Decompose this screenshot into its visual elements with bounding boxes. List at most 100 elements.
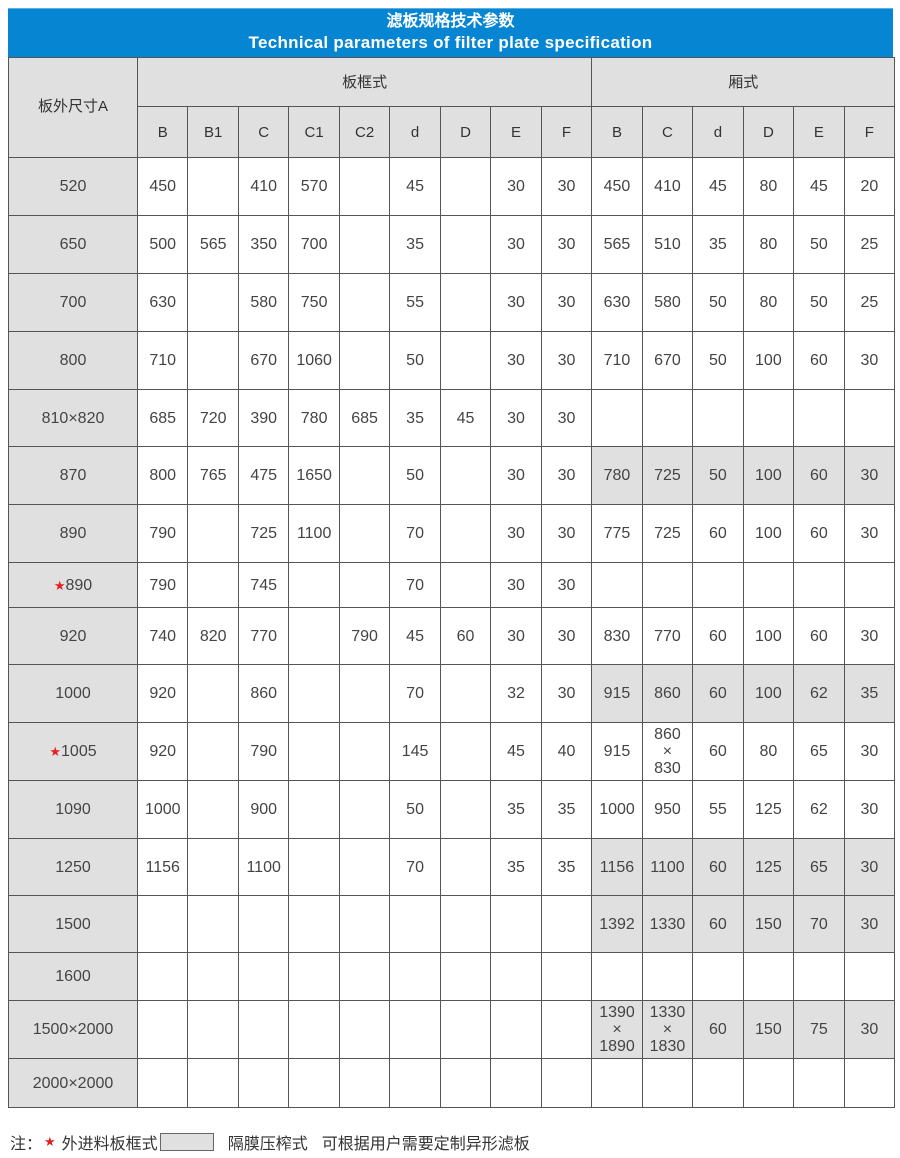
chamber-cell — [793, 562, 845, 608]
gray-swatch — [159, 1133, 214, 1151]
frame-cell — [187, 562, 239, 608]
frame-cell — [439, 1058, 492, 1108]
chamber-cell — [692, 1058, 744, 1108]
header-chamber-col: C — [641, 106, 694, 158]
chamber-cell: 100 — [742, 446, 795, 505]
header-frame-col: F — [540, 106, 593, 158]
frame-cell: 70 — [389, 664, 441, 723]
chamber-cell: 60 — [692, 504, 744, 563]
chamber-cell: 50 — [793, 273, 845, 332]
frame-cell: 30 — [490, 157, 542, 216]
chamber-cell: 80 — [742, 215, 795, 274]
chamber-cell: 35 — [843, 664, 896, 723]
star-icon: ★ — [53, 577, 66, 593]
size-value: 870 — [59, 467, 87, 484]
frame-cell: 45 — [490, 722, 542, 781]
frame-cell: 30 — [490, 331, 542, 390]
frame-cell — [439, 562, 492, 608]
frame-cell — [187, 1000, 239, 1059]
chamber-cell — [692, 389, 744, 447]
star-icon: ★ — [49, 744, 62, 759]
size-cell: ★890 — [8, 562, 138, 608]
frame-cell — [237, 895, 290, 953]
frame-cell — [237, 952, 290, 1001]
frame-cell: 45 — [439, 389, 492, 447]
size-value: 1600 — [55, 968, 91, 985]
frame-cell: 570 — [288, 157, 340, 216]
chamber-cell — [843, 389, 896, 447]
frame-cell: 1156 — [136, 838, 189, 896]
frame-cell — [338, 562, 391, 608]
frame-cell: 30 — [540, 331, 593, 390]
table-row: ★1005 920 790 145 45 40 915 860 × 830 60 80 65 30 — [8, 722, 896, 781]
frame-cell — [490, 952, 542, 1001]
frame-cell: 800 — [136, 446, 189, 505]
size-cell: 1500×2000 — [8, 1000, 138, 1059]
size-cell: 1600 — [8, 952, 138, 1001]
size-value: 700 — [59, 294, 87, 311]
table-row: 1000 920 860 70 32 30 915 860 60 100 62 35 — [8, 664, 896, 723]
header-frame-col: d — [389, 106, 441, 158]
size-value: 810×820 — [41, 409, 105, 427]
chamber-cell: 80 — [742, 273, 795, 332]
chamber-cell — [742, 952, 795, 1001]
frame-cell: 920 — [136, 722, 189, 781]
frame-cell — [187, 1058, 239, 1108]
size-value: 890 — [59, 525, 87, 542]
size-value: 890 — [65, 576, 93, 594]
frame-cell: 1100 — [237, 838, 290, 896]
table-row: 520 450 410 570 45 30 30 450 410 45 80 45 20 — [8, 157, 896, 216]
frame-cell — [439, 722, 492, 781]
chamber-cell: 30 — [843, 1000, 896, 1059]
chamber-cell — [742, 389, 795, 447]
frame-cell — [439, 273, 492, 332]
frame-cell — [338, 664, 391, 723]
frame-cell: 35 — [540, 838, 593, 896]
chamber-cell: 60 — [692, 1000, 744, 1059]
size-cell: 700 — [8, 273, 138, 332]
frame-cell — [288, 722, 340, 781]
chamber-cell: 630 — [591, 273, 643, 332]
frame-cell — [187, 952, 239, 1001]
frame-cell — [439, 664, 492, 723]
header-chamber-group: 厢式 — [591, 57, 896, 107]
chamber-cell: 100 — [742, 504, 795, 563]
chamber-cell: 150 — [742, 895, 795, 953]
frame-cell: 30 — [490, 504, 542, 563]
size-cell: 1250 — [8, 838, 138, 896]
frame-cell: 30 — [540, 446, 593, 505]
frame-cell — [338, 952, 391, 1001]
chamber-cell — [793, 1058, 845, 1108]
frame-cell — [187, 895, 239, 953]
chamber-cell — [843, 952, 896, 1001]
size-cell: 800 — [8, 331, 138, 390]
chamber-cell: 150 — [742, 1000, 795, 1059]
chamber-cell: 125 — [742, 780, 795, 839]
chamber-cell: 62 — [793, 780, 845, 839]
size-value: 1500 — [55, 915, 91, 933]
chamber-cell: 710 — [591, 331, 643, 390]
frame-cell — [338, 273, 391, 332]
frame-cell: 685 — [338, 389, 391, 447]
chamber-cell: 65 — [793, 838, 845, 896]
chamber-cell: 55 — [692, 780, 744, 839]
table-row: 700 630 580 750 55 30 30 630 580 50 80 50 25 — [8, 273, 896, 332]
chamber-cell: 25 — [843, 273, 896, 332]
chamber-cell: 60 — [692, 838, 744, 896]
chamber-cell: 565 — [591, 215, 643, 274]
chamber-cell: 725 — [641, 504, 694, 563]
frame-cell: 40 — [540, 722, 593, 781]
chamber-cell: 50 — [692, 446, 744, 505]
frame-cell — [187, 331, 239, 390]
table-row: 890 790 725 1100 70 30 30 775 725 60 100 60 30 — [8, 504, 896, 563]
size-cell: 1090 — [8, 780, 138, 839]
frame-cell — [288, 780, 340, 839]
frame-cell — [389, 1058, 441, 1108]
chamber-cell: 125 — [742, 838, 795, 896]
chamber-cell: 670 — [641, 331, 694, 390]
chamber-cell: 770 — [641, 607, 694, 665]
frame-cell: 765 — [187, 446, 239, 505]
frame-cell — [439, 504, 492, 563]
frame-cell: 30 — [490, 607, 542, 665]
chamber-cell: 45 — [793, 157, 845, 216]
